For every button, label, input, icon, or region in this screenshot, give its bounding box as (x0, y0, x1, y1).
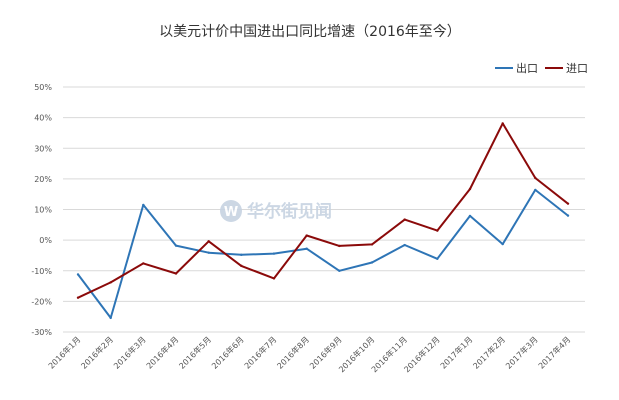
data-point (142, 262, 145, 265)
y-axis-ticks: -30% -20% -10% 0% 10% 20% 30% 40% 50% (31, 83, 52, 337)
data-point (240, 264, 243, 268)
y-tick-label: 40% (34, 114, 52, 123)
chart-title: 以美元计价中国进出口同比增速（2016年至今） (159, 24, 461, 40)
x-tick-label: 2016年1月 (46, 334, 82, 370)
data-point (370, 261, 374, 264)
y-tick-label: -20% (31, 297, 52, 306)
data-point (370, 243, 374, 246)
data-point (272, 277, 276, 280)
data-point (76, 273, 80, 276)
legend-label: 出口 (516, 61, 538, 75)
legend-label: 进口 (566, 62, 588, 75)
series-line-1 (77, 122, 569, 299)
data-point (76, 296, 80, 299)
data-point (501, 242, 504, 246)
x-tick-label: 2016年7月 (242, 334, 278, 370)
data-point (403, 243, 406, 247)
x-axis-ticks: 2016年1月2016年2月2016年3月2016年4月2016年5月2016年… (46, 334, 572, 374)
series-lines (76, 122, 570, 320)
data-point (109, 316, 112, 320)
y-tick-label: 50% (34, 83, 52, 92)
data-point (305, 247, 308, 250)
y-tick-label: 10% (34, 206, 52, 215)
data-point (436, 229, 439, 232)
data-point (272, 252, 276, 255)
x-tick-label: 2016年3月 (111, 334, 147, 370)
x-tick-label: 2017年2月 (471, 334, 507, 370)
data-point (174, 244, 178, 247)
y-tick-label: -30% (31, 328, 52, 337)
watermark-text: 华尔街见闻 (247, 201, 332, 222)
x-tick-label: 2016年5月 (177, 334, 213, 370)
watermark-logo-letter: W (224, 205, 238, 220)
y-tick-label: 0% (39, 236, 52, 245)
y-tick-label: 20% (34, 175, 52, 184)
data-point (305, 234, 308, 237)
x-tick-label: 2017年4月 (536, 334, 572, 370)
y-tick-label: -10% (31, 267, 52, 276)
data-point (109, 281, 112, 284)
data-point (566, 202, 570, 205)
data-point (468, 214, 472, 218)
y-tick-label: 30% (34, 144, 52, 153)
data-point (338, 244, 341, 248)
data-point (566, 214, 570, 217)
x-tick-label: 2016年9月 (307, 334, 343, 370)
watermark: W 华尔街见闻 (220, 200, 332, 222)
data-point (468, 187, 472, 191)
data-point (240, 253, 243, 257)
series-line-0 (77, 188, 569, 319)
x-tick-label: 2017年1月 (438, 334, 474, 370)
data-point (207, 240, 210, 243)
data-point (174, 272, 178, 275)
data-point (207, 251, 210, 254)
data-point (436, 257, 439, 261)
data-point (501, 122, 504, 125)
watermark-logo-icon (220, 200, 242, 222)
data-point (534, 176, 537, 180)
data-point (338, 269, 341, 272)
legend: 出口 进口 (495, 61, 588, 75)
x-tick-label: 2017年3月 (503, 334, 539, 370)
x-tick-label: 2016年8月 (275, 334, 311, 370)
x-tick-label: 2016年6月 (209, 334, 245, 370)
data-point (534, 188, 537, 192)
data-point (142, 203, 145, 207)
grid-lines (63, 86, 585, 333)
data-point (403, 218, 406, 221)
x-tick-label: 2016年2月 (79, 334, 115, 370)
x-tick-label: 2016年4月 (144, 334, 180, 370)
